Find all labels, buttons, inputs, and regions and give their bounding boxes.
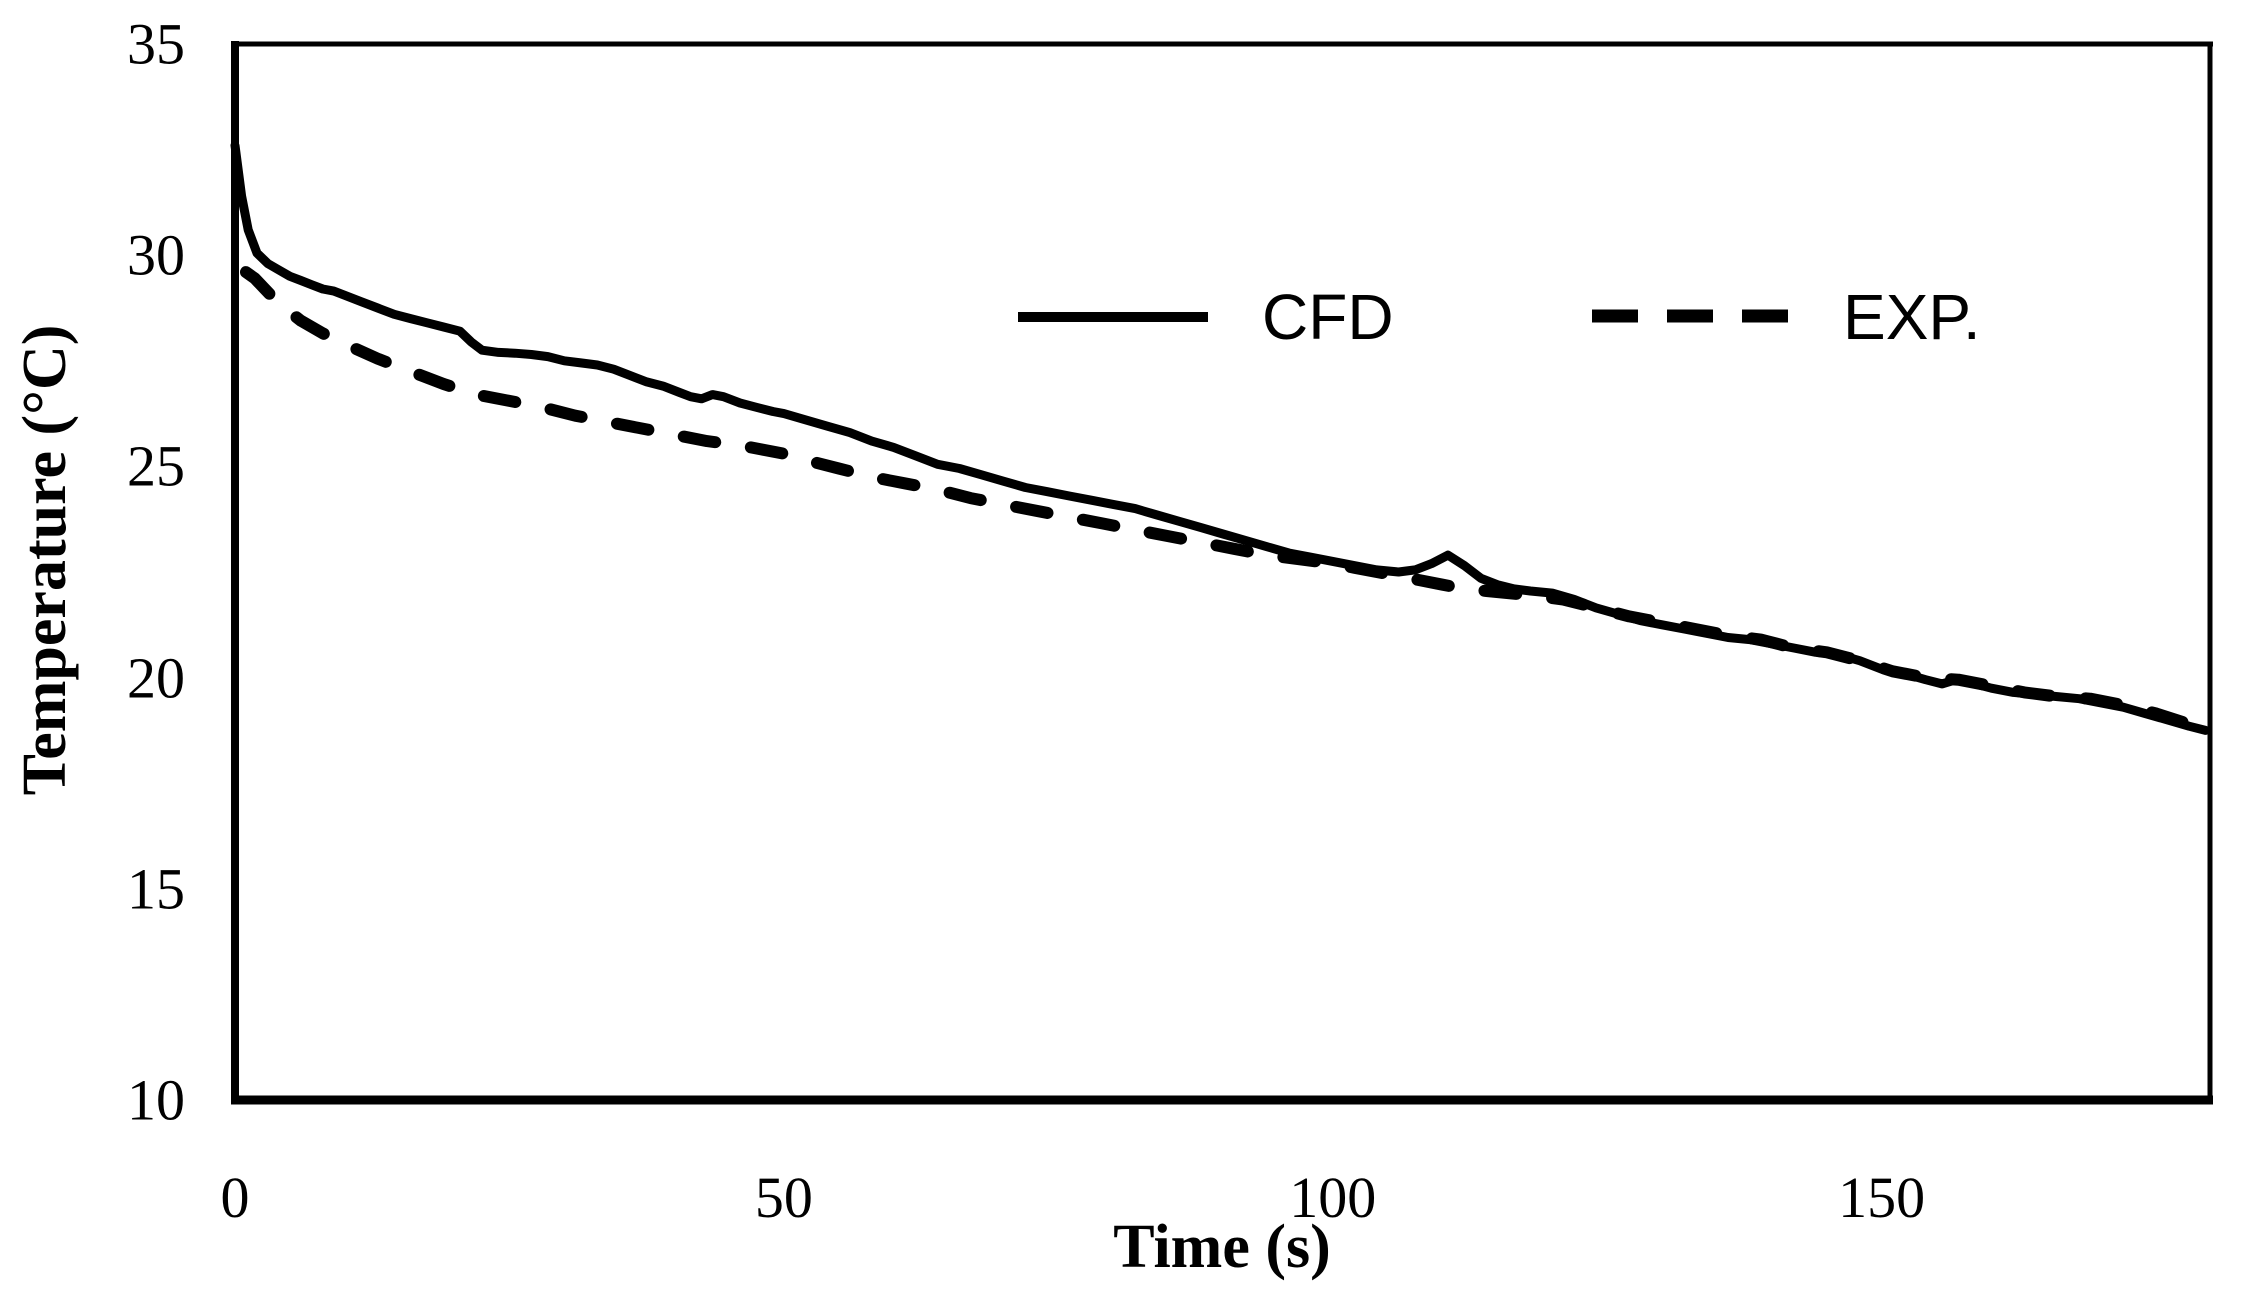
x-tick-label-100: 100 xyxy=(1289,1165,1377,1230)
legend-label-exp: EXP. xyxy=(1843,281,1981,353)
y-tick-label-30: 30 xyxy=(127,222,185,288)
cfd-series-line xyxy=(230,140,2210,735)
x-tick-label-50: 50 xyxy=(754,1165,813,1230)
legend-label-cfd: CFD xyxy=(1262,281,1394,353)
x-tick-label-0: 0 xyxy=(220,1165,250,1230)
exp-series-line xyxy=(240,266,2212,735)
y-tick-label-10: 10 xyxy=(127,1067,185,1133)
y-tick-label-15: 15 xyxy=(127,856,185,922)
x-axis-title: Time (s) xyxy=(1113,1213,1331,1281)
x-tick-label-150: 150 xyxy=(1838,1165,1926,1230)
y-tick-label-25: 25 xyxy=(127,433,185,499)
y-axis-title: Temperature (°C) xyxy=(11,324,79,796)
y-tick-label-20: 20 xyxy=(127,645,185,711)
y-tick-label-35: 35 xyxy=(127,11,185,77)
